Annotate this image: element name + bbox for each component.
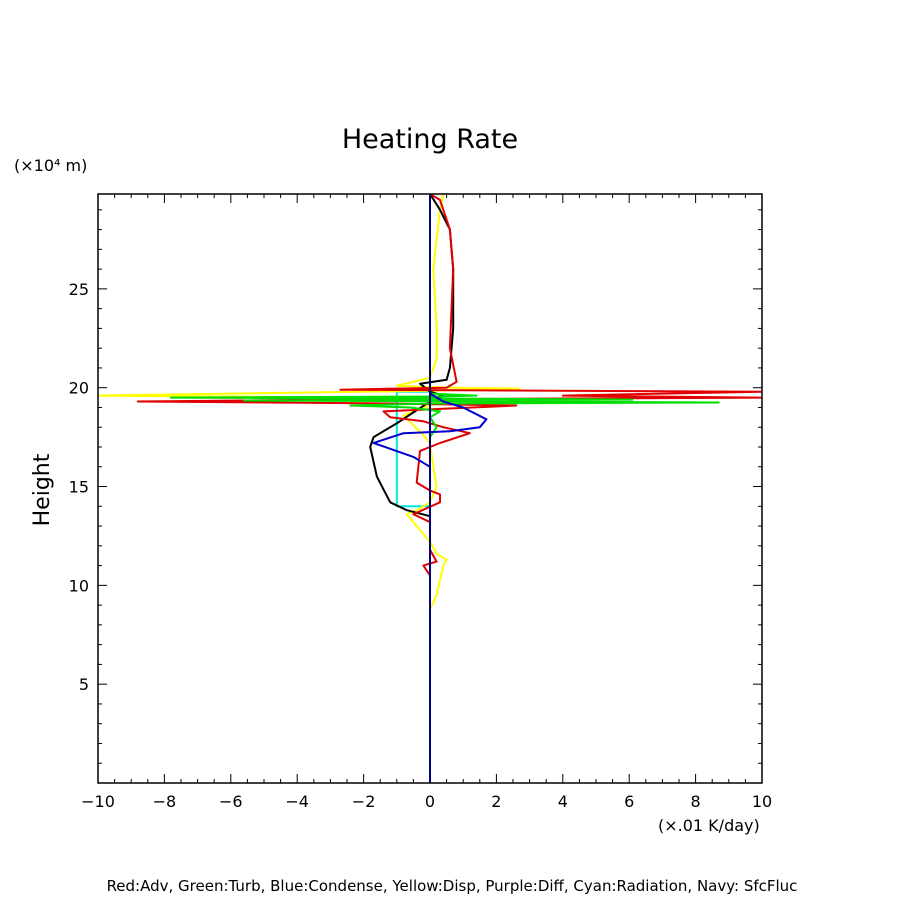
x-tick-label: 4 <box>558 792 568 811</box>
chart-title: Heating Rate <box>342 124 518 155</box>
axis-ticks: −10 −8 −6 −4 −2 0 2 4 6 8 10 5 10 15 20 25 <box>69 194 772 811</box>
plot-frame <box>97 193 763 784</box>
y-tick-label: 5 <box>79 675 89 694</box>
series-line-red <box>136 194 762 783</box>
series-line-green <box>170 194 720 783</box>
y-tick-label: 25 <box>69 280 89 299</box>
series-layer <box>98 194 762 783</box>
x-tick-label: 0 <box>425 792 435 811</box>
y-tick-label: 10 <box>69 576 89 595</box>
x-tick-label: −6 <box>219 792 243 811</box>
y-tick-label: 15 <box>69 478 89 497</box>
x-tick-label: 6 <box>624 792 634 811</box>
y-axis-unit: (×10⁴ m) <box>14 156 87 175</box>
x-axis-unit: (×.01 K/day) <box>658 816 760 835</box>
x-tick-label: −10 <box>81 792 115 811</box>
x-tick-label: 10 <box>752 792 772 811</box>
footer-legend: Red:Adv, Green:Turb, Blue:Condense, Yell… <box>107 877 798 895</box>
x-tick-label: 8 <box>691 792 701 811</box>
x-tick-label: −2 <box>352 792 376 811</box>
series-line-blue <box>372 194 488 783</box>
x-tick-label: 2 <box>491 792 501 811</box>
x-tick-label: −4 <box>285 792 309 811</box>
x-tick-label: −8 <box>153 792 177 811</box>
y-axis-label: Height <box>30 453 55 526</box>
y-tick-label: 20 <box>69 379 89 398</box>
